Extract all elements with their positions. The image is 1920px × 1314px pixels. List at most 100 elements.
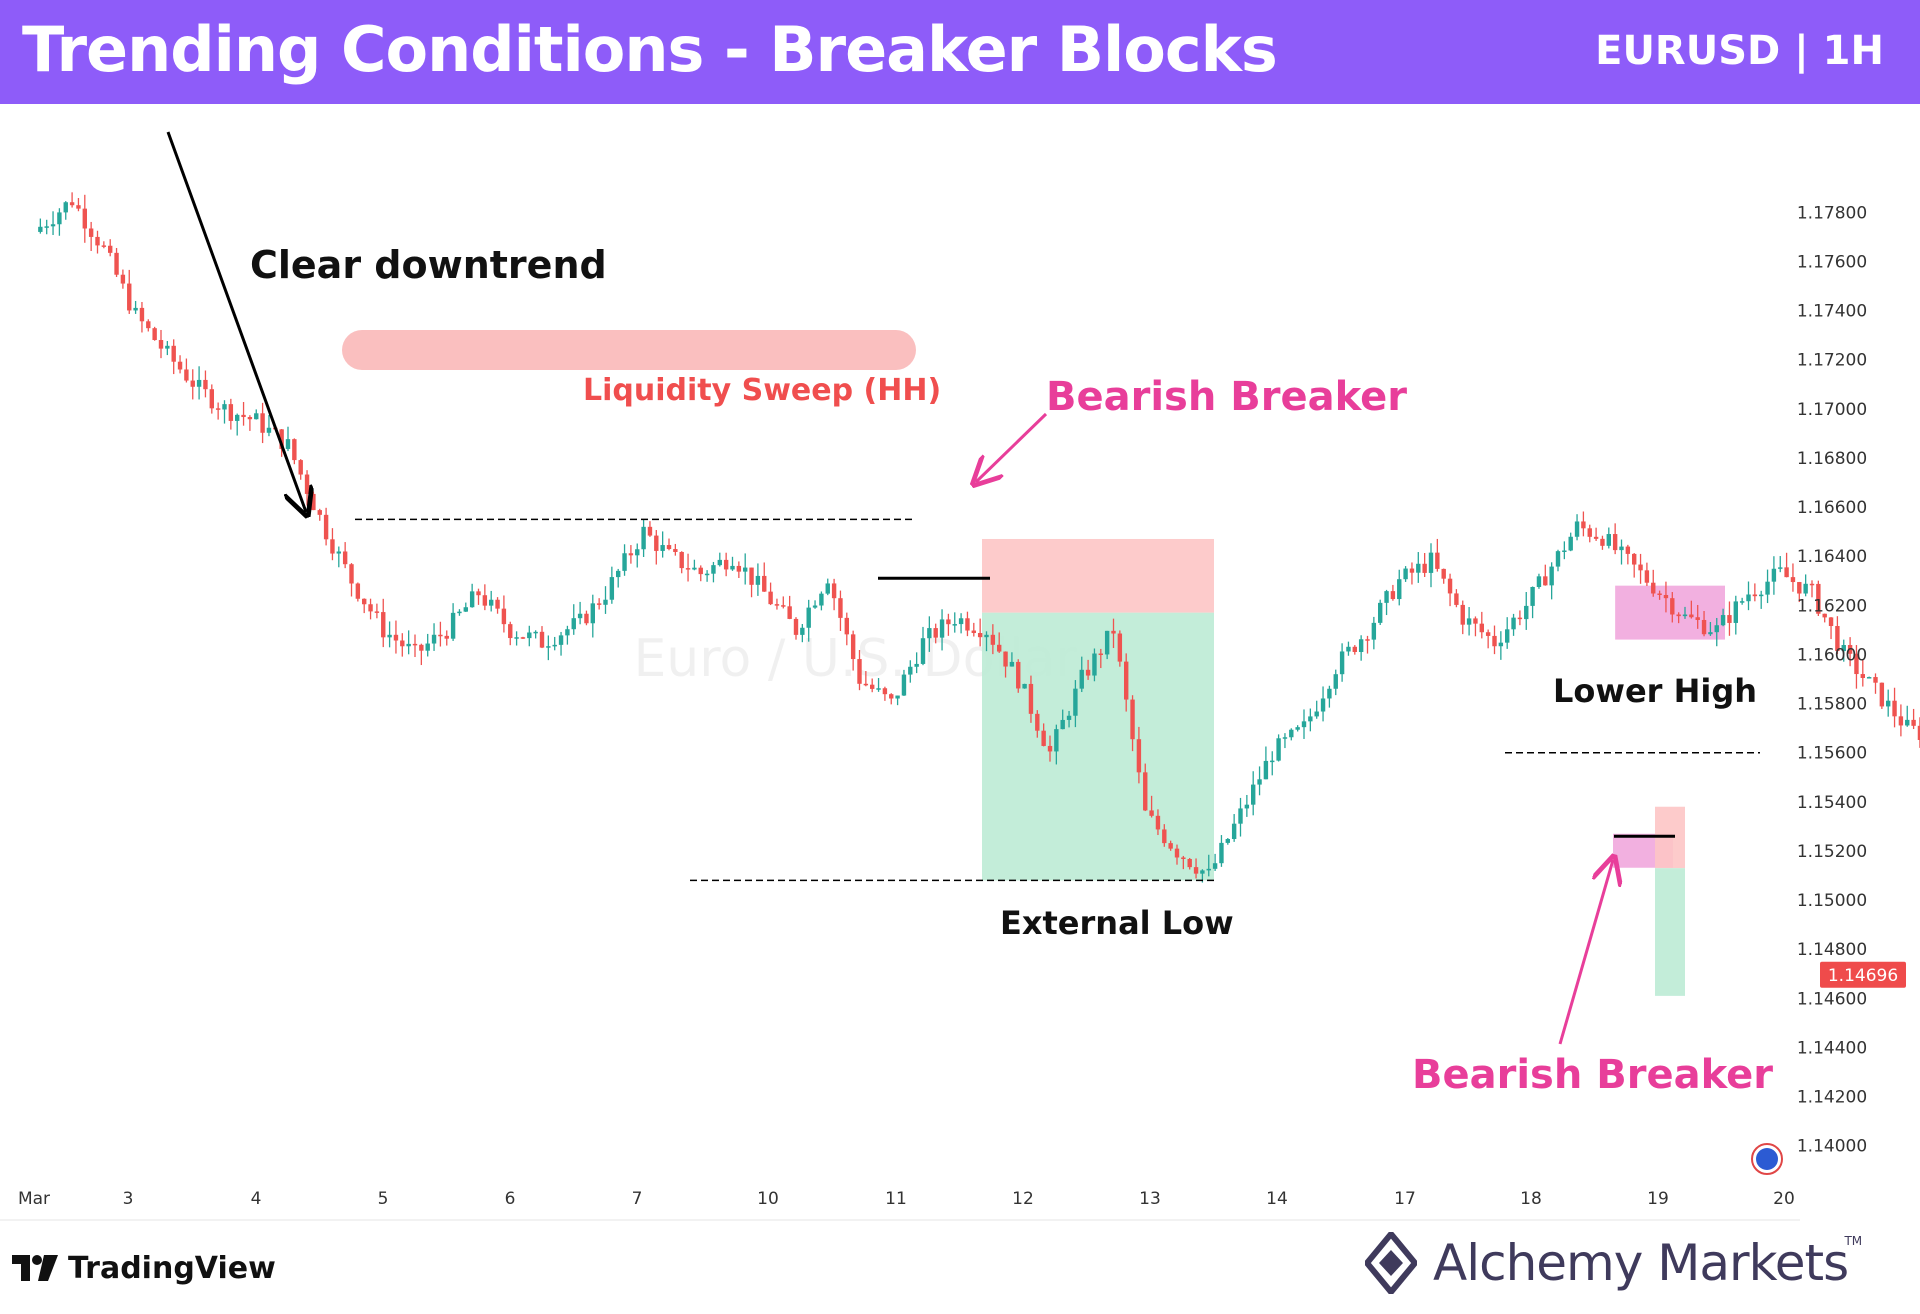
- candlestick-chart[interactable]: Euro / U.S. Dollar 1.178001.176001.17400…: [0, 104, 1920, 1222]
- candle-body: [349, 564, 354, 584]
- candle-body: [806, 607, 811, 628]
- candle-body: [800, 627, 805, 635]
- candle-body: [1593, 536, 1599, 539]
- candle-body: [1295, 727, 1300, 730]
- candle-body: [1905, 719, 1910, 726]
- candle-body: [1816, 583, 1821, 614]
- candle-body: [1600, 538, 1605, 546]
- candle-body: [1790, 577, 1796, 583]
- candle-body: [165, 345, 170, 349]
- candle-body: [952, 624, 957, 626]
- candle-body: [1886, 700, 1891, 707]
- candle-body: [1098, 653, 1103, 656]
- candle-body: [558, 635, 564, 645]
- candle-body: [95, 236, 100, 246]
- candle-body: [717, 559, 722, 566]
- candle-body: [1752, 594, 1758, 597]
- candle-body: [1498, 642, 1504, 647]
- candle-body: [1104, 630, 1110, 655]
- candle-body: [203, 379, 208, 390]
- candle-body: [825, 583, 830, 594]
- stop-loss-zone-1: [982, 538, 1214, 613]
- y-tick-label: 1.17800: [1797, 203, 1867, 223]
- candle-body: [1695, 617, 1700, 620]
- candle-body: [1212, 863, 1218, 869]
- candle-body: [514, 637, 519, 639]
- candle-body: [146, 321, 151, 329]
- candle-body: [1797, 582, 1802, 594]
- candle-body: [876, 688, 881, 690]
- candle-body: [1149, 810, 1154, 816]
- candle-body: [292, 439, 297, 461]
- candle-body: [342, 551, 348, 565]
- candle-body: [1009, 661, 1015, 667]
- candle-body: [139, 307, 145, 322]
- candle-body: [997, 644, 1002, 652]
- candle-body: [1771, 568, 1777, 582]
- candle-body: [1574, 521, 1580, 537]
- candle-body: [1079, 669, 1084, 689]
- candle-body: [152, 328, 157, 341]
- candle-body: [1543, 576, 1548, 586]
- candle-body: [1625, 546, 1631, 554]
- tradingview-icon: [12, 1255, 58, 1281]
- candle-body: [527, 632, 532, 639]
- candle-body: [438, 634, 443, 637]
- candle-body: [1873, 677, 1878, 683]
- footer: TradingView Alchemy Markets TM: [0, 1222, 1920, 1314]
- candle-body: [1352, 646, 1357, 653]
- candle-body: [882, 688, 888, 695]
- y-tick-label: 1.14800: [1797, 940, 1867, 960]
- candle-body: [1181, 857, 1186, 860]
- y-tick-label: 1.14000: [1797, 1137, 1867, 1157]
- candle-body: [463, 607, 468, 612]
- candle-body: [781, 605, 786, 607]
- candle-body: [1473, 618, 1478, 624]
- candle-body: [1168, 843, 1173, 849]
- candle-body: [260, 413, 265, 433]
- candle-body: [723, 559, 729, 570]
- axes: 1.17800 1.17600 1.17400 1.17200 1.17000 1.168…: [0, 203, 1906, 1221]
- candle-body: [76, 205, 81, 209]
- candle-body: [1492, 635, 1497, 647]
- x-tick-label: 10: [757, 1189, 779, 1209]
- annotations: Clear downtrend Liquidity Sweep (HH) Beari…: [166, 131, 1773, 1098]
- annotation-clear-downtrend: Clear downtrend: [250, 243, 607, 287]
- candle-body: [419, 644, 424, 651]
- candle-body: [336, 551, 341, 554]
- candle-body: [685, 568, 691, 570]
- candle-body: [1403, 568, 1408, 580]
- candle-body: [228, 404, 234, 421]
- candle-body: [971, 630, 976, 634]
- candle-body: [1727, 615, 1732, 623]
- x-tick-label: 11: [885, 1189, 907, 1209]
- alchemy-wordmark: Alchemy Markets: [1433, 1234, 1849, 1292]
- y-tick-label: 1.15000: [1797, 891, 1867, 911]
- candle-body: [393, 634, 399, 641]
- candle-body: [1092, 653, 1097, 676]
- candle-body: [1339, 651, 1345, 675]
- candle-body: [1054, 729, 1059, 752]
- x-tick-label: 17: [1394, 1189, 1416, 1209]
- candle-body: [374, 611, 380, 613]
- annotation-bearish-breaker-1: Bearish Breaker: [1046, 374, 1407, 420]
- candle-body: [1320, 698, 1326, 712]
- breaker-arrow-2: [1558, 860, 1613, 1045]
- candle-body: [1841, 645, 1846, 652]
- x-tick-label: 4: [251, 1189, 262, 1209]
- candle-body: [469, 591, 475, 608]
- candle-body: [431, 634, 437, 644]
- candle-body: [584, 613, 589, 624]
- y-tick-label: 1.17000: [1797, 400, 1867, 420]
- candle-body: [1447, 578, 1453, 594]
- candle-body: [1060, 719, 1065, 730]
- candle-body: [622, 553, 627, 571]
- candle-body: [254, 413, 259, 420]
- candle-body: [933, 628, 938, 638]
- candle-body: [1047, 745, 1053, 752]
- y-tick-label: 1.14200: [1797, 1088, 1867, 1108]
- candle-body: [1187, 859, 1192, 868]
- candle-body: [1384, 591, 1389, 603]
- candle-body: [508, 624, 513, 639]
- tradingview-logo[interactable]: TradingView: [12, 1248, 276, 1288]
